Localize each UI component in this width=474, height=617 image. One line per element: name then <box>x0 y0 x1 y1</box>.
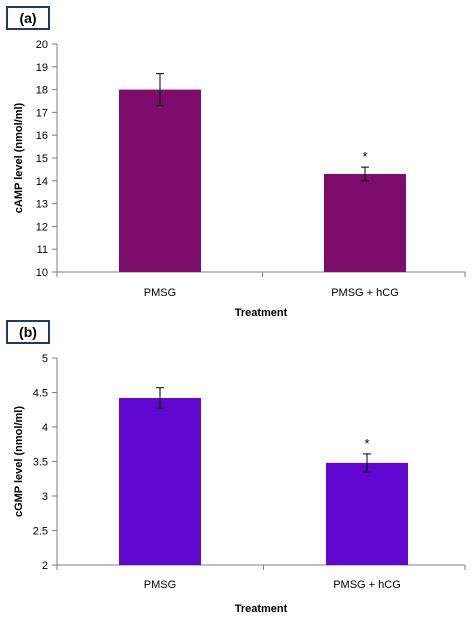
y-tick-label: 15 <box>36 153 48 165</box>
y-axis-title: cAMP level (nmol/ml) <box>13 102 25 213</box>
y-tick-label: 5 <box>42 353 48 365</box>
significance-marker: * <box>364 436 369 451</box>
y-tick-label: 2.5 <box>33 526 48 538</box>
bar-pmsg-hcg <box>326 462 408 565</box>
bar-pmsg <box>119 398 201 565</box>
y-tick-label: 18 <box>36 85 48 97</box>
y-tick-label: 10 <box>36 267 48 279</box>
y-tick-label: 11 <box>37 244 48 256</box>
bar-pmsg-hcg <box>324 173 406 272</box>
significance-marker: * <box>362 149 367 164</box>
chart-panel-b: 2 2.5 3 3.5 4 4.5 5 PMSG * PMSG + hCG Treatment cGM… <box>13 353 466 615</box>
x-axis-title: Treatment <box>235 307 288 319</box>
chart-panel-a: 10 11 12 13 14 15 16 17 18 19 20 PMSG * PMSG + hCG Tre… <box>13 39 466 319</box>
y-tick-label: 12 <box>36 221 48 233</box>
panel-label-a: (a) <box>6 6 50 30</box>
y-tick-label: 20 <box>36 39 48 51</box>
y-tick-label: 2 <box>42 560 48 572</box>
y-tick-label: 13 <box>36 199 48 211</box>
x-category-label: PMSG + hCG <box>331 287 399 299</box>
y-tick-label: 19 <box>36 62 48 74</box>
y-tick-label: 16 <box>36 130 48 142</box>
y-axis-title: cGMP level (nmol/ml) <box>13 406 25 517</box>
y-tick-label: 4.5 <box>33 388 48 400</box>
bar-pmsg <box>119 89 201 272</box>
x-category-label: PMSG + hCG <box>333 579 401 591</box>
x-axis-title: Treatment <box>235 603 288 615</box>
y-tick-label: 3 <box>42 491 48 503</box>
y-tick-label: 14 <box>36 176 48 188</box>
y-tick-label: 17 <box>36 107 48 119</box>
y-tick-label: 3.5 <box>33 457 48 469</box>
x-category-label: PMSG <box>144 287 176 299</box>
y-tick-label: 4 <box>42 422 48 434</box>
panel-label-b: (b) <box>6 320 50 344</box>
x-category-label: PMSG <box>144 579 176 591</box>
